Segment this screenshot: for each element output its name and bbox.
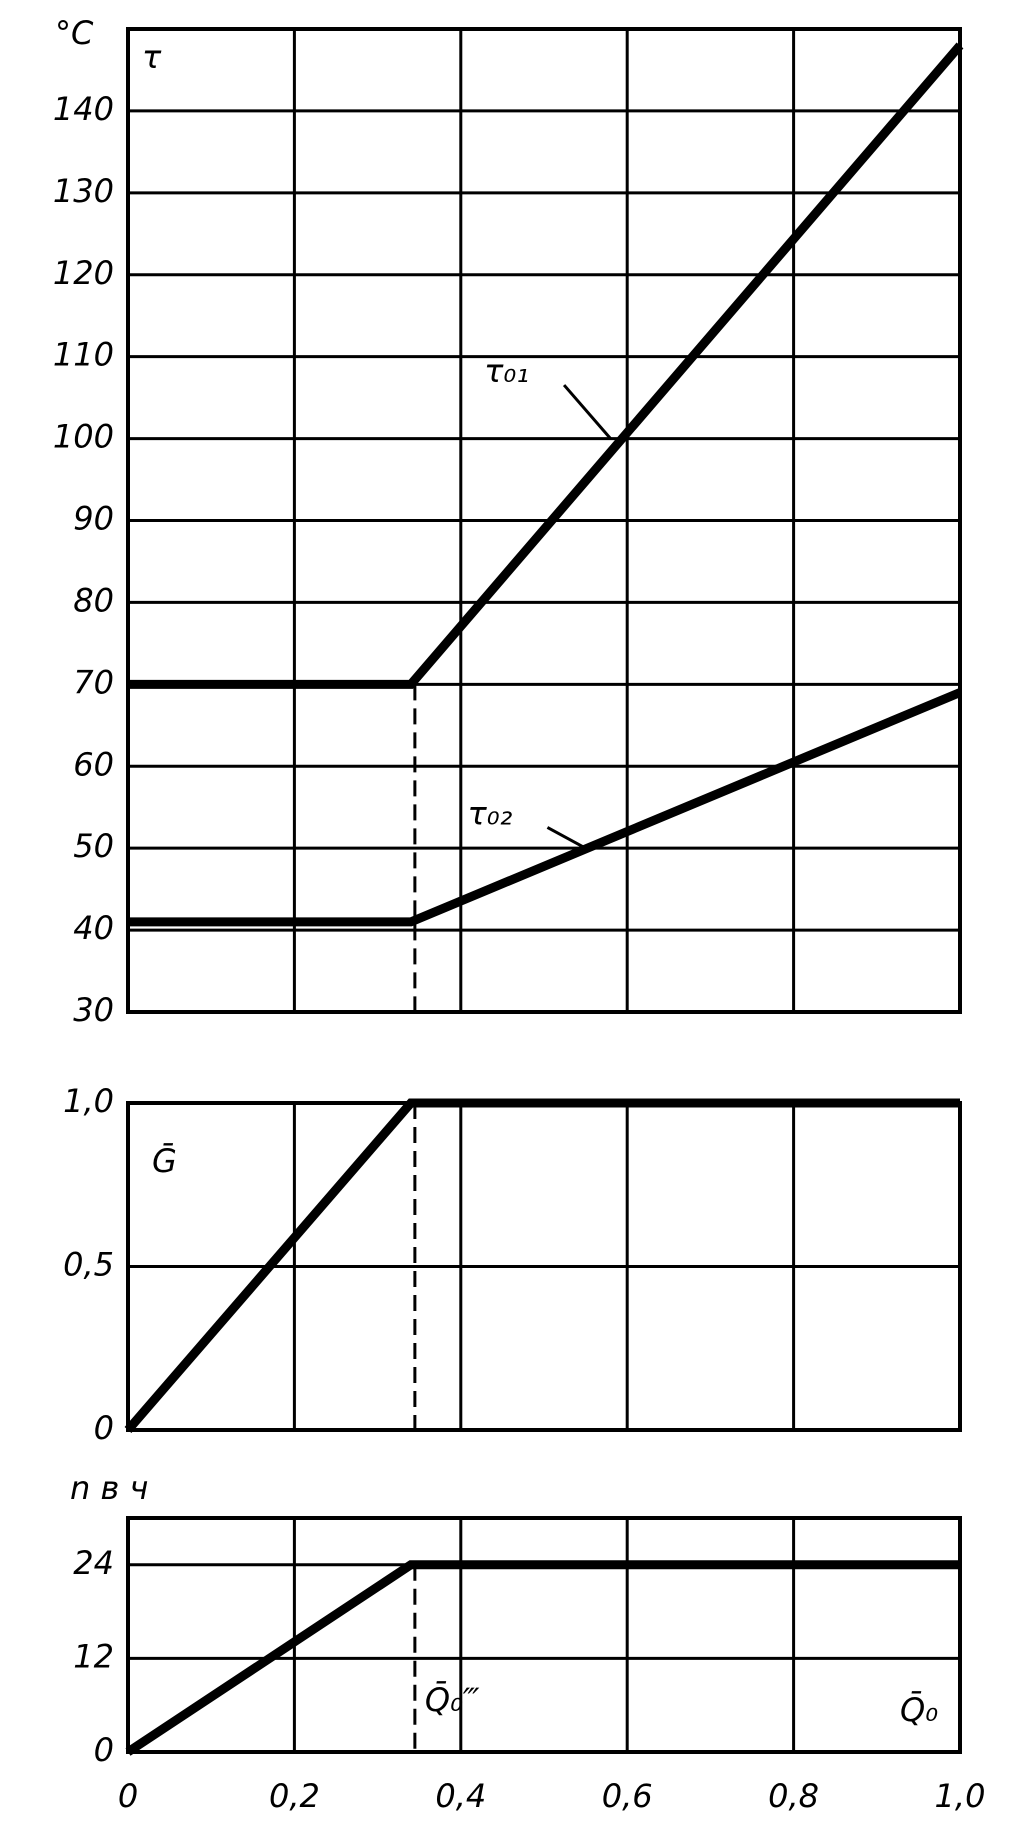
y-tick-label: 0,5	[63, 1246, 114, 1284]
y-tick-label: 50	[73, 827, 114, 865]
y-tick-label: 0	[94, 1731, 114, 1769]
y-tick-label: 130	[53, 172, 114, 210]
y-tick-label: 120	[53, 254, 114, 292]
y-axis-label: n в ч	[70, 1469, 148, 1507]
annotation: Q̄₀‴	[425, 1680, 480, 1719]
y-axis-label: Ḡ	[152, 1142, 177, 1180]
label-leader	[562, 384, 612, 440]
x-tick-label: 0	[118, 1777, 138, 1815]
data-line	[128, 42, 964, 689]
data-line	[125, 1560, 960, 1756]
data-line	[124, 1098, 960, 1433]
x-tick-label: 1,0	[935, 1777, 986, 1815]
data-line	[128, 688, 962, 927]
x-tick-label: 0,8	[768, 1777, 819, 1815]
y-tick-label: 30	[73, 991, 114, 1029]
y-tick-label: 12	[73, 1637, 114, 1675]
y-tick-label: 0	[94, 1409, 114, 1447]
y-tick-label: 70	[73, 663, 114, 701]
y-tick-label: 110	[53, 336, 114, 374]
y-tick-label: 80	[73, 581, 114, 619]
x-axis-label: Q̄₀	[900, 1690, 938, 1729]
series-label: τ₀₂	[467, 794, 512, 832]
y-axis-label: τ	[142, 38, 162, 76]
y-tick-label: 100	[53, 418, 114, 456]
y-tick-label: 140	[53, 90, 114, 128]
y-tick-label: 1,0	[63, 1082, 114, 1120]
x-tick-label: 0,4	[435, 1777, 486, 1815]
label-leader	[546, 826, 587, 850]
plot-frame	[126, 27, 962, 1014]
y-tick-label: 60	[73, 745, 114, 783]
x-tick-label: 0,2	[269, 1777, 320, 1815]
plot-frame	[126, 1516, 962, 1754]
y-tick-label: 40	[73, 909, 114, 947]
y-unit: °C	[55, 14, 94, 52]
x-tick-label: 0,6	[602, 1777, 653, 1815]
series-label: τ₀₁	[484, 352, 529, 390]
y-tick-label: 90	[73, 500, 114, 538]
y-tick-label: 24	[73, 1544, 114, 1582]
